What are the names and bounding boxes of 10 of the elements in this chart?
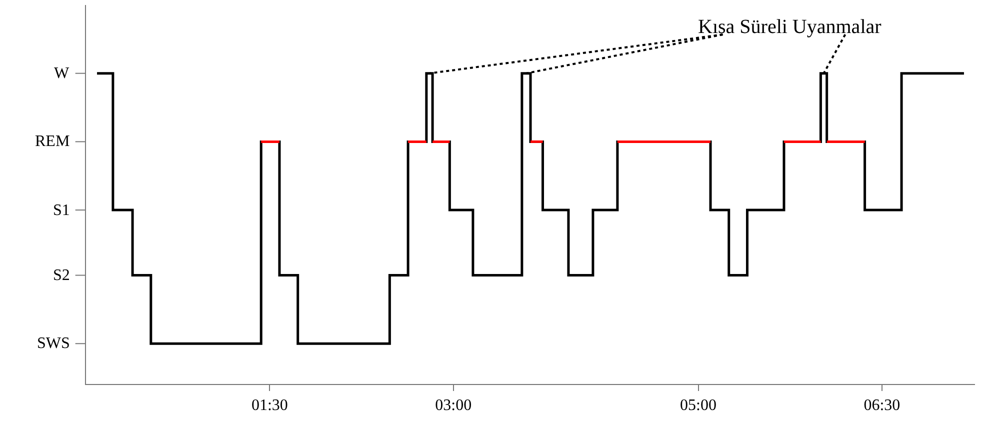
text: S2	[53, 267, 70, 284]
text: S1	[53, 202, 70, 219]
x-tick-label: 03:00	[435, 397, 472, 414]
x-tick-label: 01:30	[251, 397, 288, 414]
x-tick-label: 06:30	[864, 397, 900, 414]
annotation: Kısa Süreli Uyanmalar	[698, 16, 882, 38]
x-tick-label: 05:00	[680, 397, 716, 414]
text: REM	[35, 133, 70, 150]
text: W	[54, 65, 70, 82]
text: SWS	[37, 335, 70, 352]
